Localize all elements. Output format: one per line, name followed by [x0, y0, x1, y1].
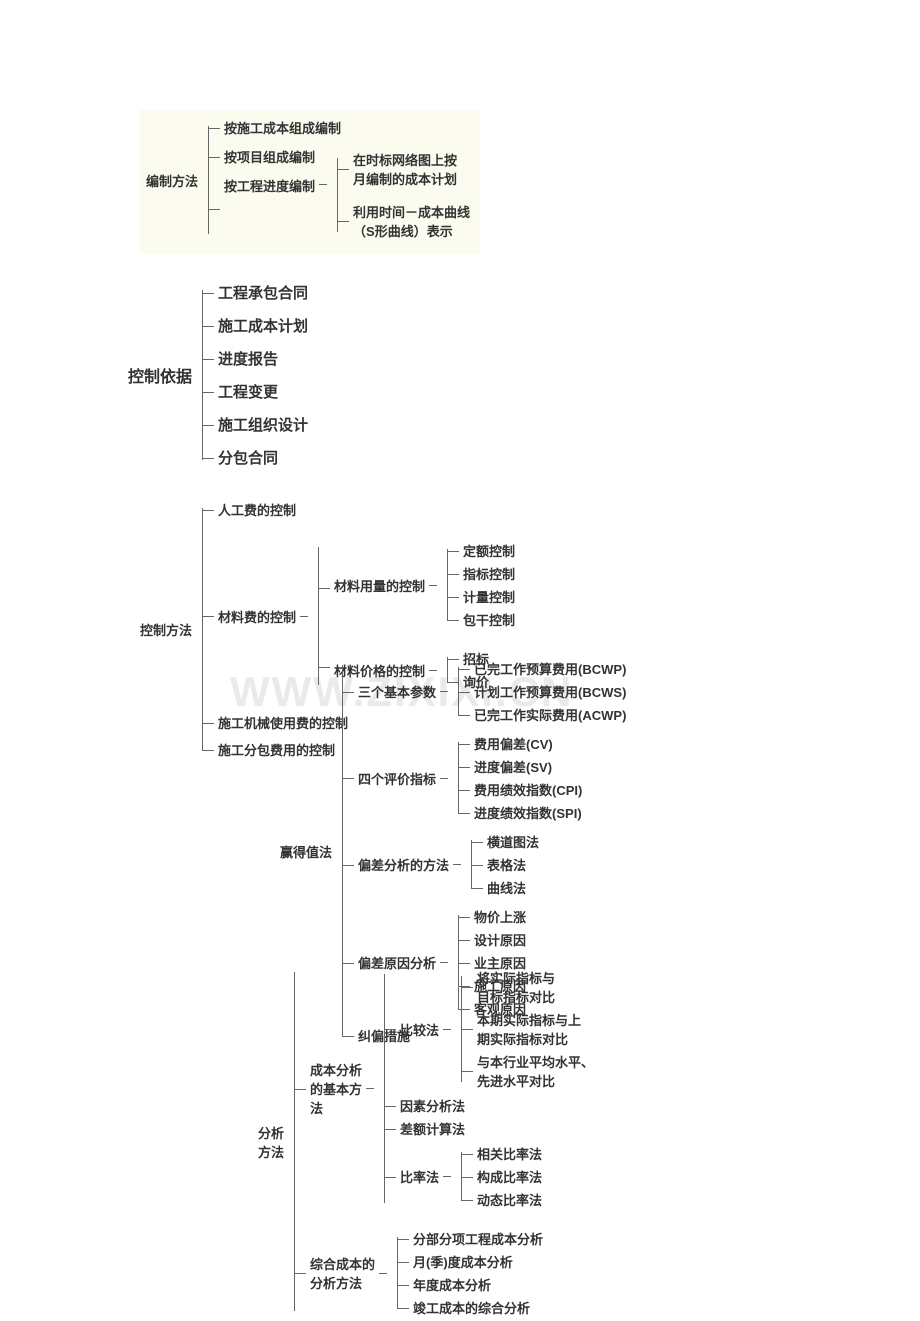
- root-kongzhiyiju: 控制依据: [128, 363, 198, 387]
- root-fenxi: 分析 方法: [258, 1123, 290, 1161]
- s5-b-3: 竣工成本的综合分析: [413, 1298, 530, 1317]
- s3-c2: 材料费的控制: [218, 607, 296, 626]
- s5-b-1: 月(季)度成本分析: [413, 1252, 513, 1271]
- s3-u0: 定额控制: [463, 541, 515, 560]
- s5-a4-2: 动态比率法: [477, 1190, 542, 1209]
- s1-c3: 按工程进度编制: [224, 176, 315, 195]
- root-bianzhi: 编制方法: [146, 171, 204, 190]
- s3-u1: 指标控制: [463, 564, 515, 583]
- s1-c1: 按施工成本组成编制: [224, 118, 341, 137]
- s4-b3: 偏差分析的方法: [358, 855, 449, 874]
- s4-b3-1: 表格法: [487, 855, 526, 874]
- section-kongzhiyiju: 控制依据 工程承包合同 施工成本计划 进度报告 工程变更 施工组织设计 分包合同: [128, 280, 308, 470]
- s2-i1: 施工成本计划: [218, 315, 308, 336]
- s5-a1-0: 将实际指标与 目标指标对比: [477, 968, 555, 1006]
- s5-b-0: 分部分项工程成本分析: [413, 1229, 543, 1248]
- s5-a4-1: 构成比率法: [477, 1167, 542, 1186]
- s5-a4: 比率法: [400, 1167, 439, 1186]
- s3-u3: 包干控制: [463, 610, 515, 629]
- s1-sub2: 利用时间－成本曲线 （S形曲线）表示: [353, 202, 470, 240]
- s3-c1: 人工费的控制: [218, 500, 296, 519]
- s4-b4-1: 设计原因: [474, 930, 526, 949]
- s5-a4-0: 相关比率法: [477, 1144, 542, 1163]
- s5-a1-1: 本期实际指标与上 期实际指标对比: [477, 1010, 581, 1048]
- s4-b2-0: 费用偏差(CV): [474, 734, 553, 753]
- s3-m1: 材料用量的控制: [334, 576, 425, 595]
- s2-i5: 分包合同: [218, 447, 278, 468]
- s4-b1-0: 已完工作预算费用(BCWP): [474, 659, 626, 678]
- s4-b4-0: 物价上涨: [474, 907, 526, 926]
- root-kongzhifangfa: 控制方法: [140, 620, 198, 639]
- s5-b-2: 年度成本分析: [413, 1275, 491, 1294]
- s4-b2-2: 费用绩效指数(CPI): [474, 780, 582, 799]
- s4-b3-2: 曲线法: [487, 878, 526, 897]
- s5-b: 综合成本的 分析方法: [310, 1254, 375, 1292]
- s4-b1-1: 计划工作预算费用(BCWS): [474, 682, 626, 701]
- root-yingdezhi: 赢得值法: [280, 842, 338, 861]
- s5-a1: 比较法: [400, 1020, 439, 1039]
- s1-sub1: 在时标网络图上按 月编制的成本计划: [353, 150, 457, 188]
- s2-i3: 工程变更: [218, 381, 278, 402]
- s5-a3: 差额计算法: [400, 1119, 465, 1138]
- s5-a1-2: 与本行业平均水平、 先进水平对比: [477, 1052, 594, 1090]
- s1-c2: 按项目组成编制: [224, 147, 315, 166]
- s3-u2: 计量控制: [463, 587, 515, 606]
- s4-b2-1: 进度偏差(SV): [474, 757, 552, 776]
- s4-b2-3: 进度绩效指数(SPI): [474, 803, 582, 822]
- s4-b3-0: 横道图法: [487, 832, 539, 851]
- s5-a: 成本分析 的基本方 法: [310, 1060, 362, 1117]
- s4-b1-2: 已完工作实际费用(ACWP): [474, 705, 626, 724]
- s2-i2: 进度报告: [218, 348, 278, 369]
- s4-b2: 四个评价指标: [358, 769, 436, 788]
- section-bianzhi: 编制方法 按施工成本组成编制 按项目组成编制 按工程进度编制 在时标网络图上按 …: [140, 110, 480, 254]
- s2-i4: 施工组织设计: [218, 414, 308, 435]
- section-fenxi: 分析 方法 成本分析 的基本方 法 比较法 将实际指标与 目标指标对比 本期实际…: [258, 962, 594, 1321]
- s2-i0: 工程承包合同: [218, 282, 308, 303]
- s4-b1: 三个基本参数: [358, 682, 436, 701]
- s5-a2: 因素分析法: [400, 1096, 465, 1115]
